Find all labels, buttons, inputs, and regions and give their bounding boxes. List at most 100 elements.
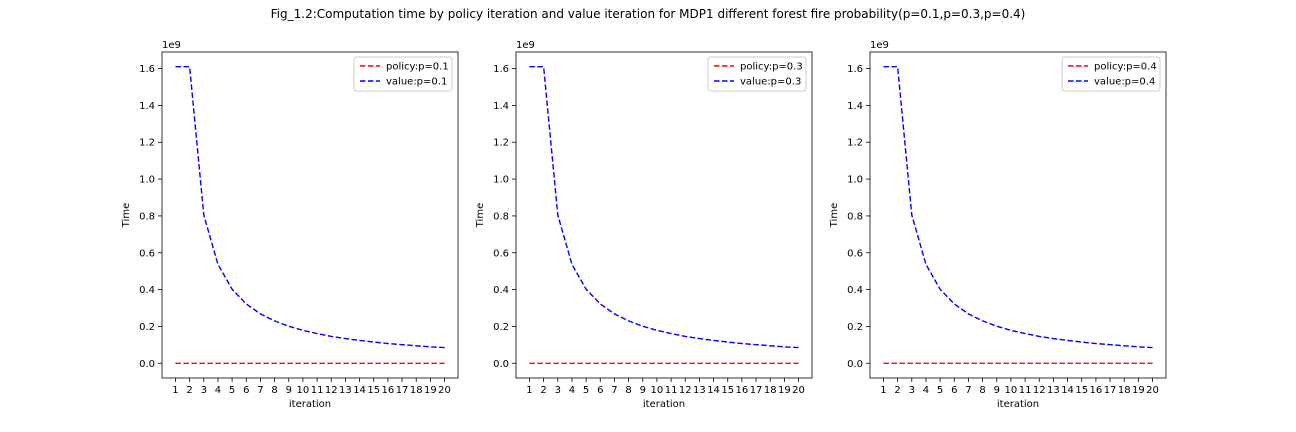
x-tick-label: 1 [526, 385, 532, 396]
x-tick-label: 15 [367, 385, 380, 396]
y-tick-label: 0.6 [139, 248, 155, 259]
y-tick-label: 0.8 [493, 211, 509, 222]
y-tick-label: 1.0 [139, 175, 155, 186]
x-tick-label: 14 [1061, 385, 1074, 396]
y-tick-label: 1.2 [847, 138, 863, 149]
y-tick-label: 0.4 [847, 285, 863, 296]
x-tick-label: 6 [951, 385, 957, 396]
y-tick-label: 0.8 [139, 211, 155, 222]
x-tick-label: 11 [1019, 385, 1032, 396]
y-axis-label: Time [475, 203, 486, 228]
y-tick-label: 0.0 [847, 359, 863, 370]
x-tick-label: 11 [311, 385, 324, 396]
y-tick-label: 0.2 [493, 322, 509, 333]
subplot-1: 0.00.20.40.60.81.01.21.41.61 2 3 4 5 6 7 8 9 10 11… [121, 40, 459, 410]
value-series-line [883, 66, 1153, 349]
x-tick-label: 11 [665, 385, 678, 396]
x-tick-label: 3 [201, 385, 207, 396]
x-tick-label: 2 [540, 385, 546, 396]
x-tick-label: 7 [257, 385, 263, 396]
y-tick-label: 1.4 [139, 101, 155, 112]
y-tick-label: 1.2 [139, 138, 155, 149]
legend-label: value:p=0.3 [740, 77, 801, 88]
x-tick-label: 19 [778, 385, 791, 396]
axes-frame [869, 51, 1167, 379]
x-tick-label: 8 [979, 385, 985, 396]
legend: policy:p=0.3 value:p=0.3 [707, 56, 807, 92]
y-offset-label: 1e9 [516, 40, 535, 51]
legend: policy:p=0.4 value:p=0.4 [1061, 56, 1161, 92]
x-tick-label: 9 [286, 385, 292, 396]
x-tick-label: 19 [424, 385, 437, 396]
y-tick-label: 1.6 [847, 64, 863, 75]
x-tick-label: 14 [707, 385, 720, 396]
x-tick-label: 2 [894, 385, 900, 396]
y-tick-label: 0.6 [847, 248, 863, 259]
x-tick-label: 15 [721, 385, 734, 396]
y-tick-label: 0.0 [493, 359, 509, 370]
x-tick-label: 17 [396, 385, 409, 396]
y-offset-label: 1e9 [162, 40, 181, 51]
x-tick-label: 8 [271, 385, 277, 396]
x-tick-label: 7 [965, 385, 971, 396]
x-tick-label: 17 [1104, 385, 1117, 396]
x-tick-label: 20 [1146, 385, 1159, 396]
y-tick-label: 0.8 [847, 211, 863, 222]
y-tick-label: 0.0 [139, 359, 155, 370]
y-axis-label: Time [121, 203, 132, 228]
x-tick-label: 16 [1090, 385, 1103, 396]
x-tick-label: 14 [353, 385, 366, 396]
x-tick-label: 13 [693, 385, 706, 396]
x-tick-label: 4 [569, 385, 575, 396]
axes-frame [515, 51, 813, 379]
x-tick-label: 19 [1132, 385, 1145, 396]
x-tick-label: 6 [243, 385, 249, 396]
x-axis-label: iteration [643, 399, 685, 410]
x-tick-label: 3 [555, 385, 561, 396]
y-tick-label: 1.2 [493, 138, 509, 149]
y-tick-label: 0.2 [139, 322, 155, 333]
x-tick-label: 5 [229, 385, 235, 396]
x-tick-label: 10 [651, 385, 664, 396]
x-tick-label: 4 [215, 385, 221, 396]
subplot-2: 0.00.20.40.60.81.01.21.41.61 2 3 4 5 6 7 8 9 10 11… [475, 40, 813, 410]
x-tick-label: 18 [1118, 385, 1131, 396]
x-tick-label: 1 [880, 385, 886, 396]
legend-label: policy:p=0.4 [1094, 62, 1157, 73]
y-tick-label: 0.6 [493, 248, 509, 259]
x-tick-label: 4 [923, 385, 929, 396]
y-tick-label: 0.4 [139, 285, 155, 296]
subplot-3: 0.00.20.40.60.81.01.21.41.61 2 3 4 5 6 7 8 9 10 11… [829, 40, 1167, 410]
x-tick-label: 17 [750, 385, 763, 396]
x-tick-label: 6 [597, 385, 603, 396]
x-tick-label: 16 [382, 385, 395, 396]
y-tick-label: 1.0 [493, 175, 509, 186]
x-tick-label: 12 [325, 385, 338, 396]
x-tick-label: 7 [611, 385, 617, 396]
x-tick-label: 9 [640, 385, 646, 396]
y-tick-label: 1.4 [847, 101, 863, 112]
legend-label: value:p=0.4 [1094, 77, 1155, 88]
value-series-line [529, 66, 799, 349]
y-tick-label: 1.6 [139, 64, 155, 75]
x-tick-label: 13 [1047, 385, 1060, 396]
x-tick-label: 16 [736, 385, 749, 396]
x-tick-label: 1 [172, 385, 178, 396]
x-tick-label: 10 [297, 385, 310, 396]
x-tick-label: 9 [994, 385, 1000, 396]
x-tick-label: 20 [438, 385, 451, 396]
x-tick-label: 18 [410, 385, 423, 396]
y-offset-label: 1e9 [870, 40, 889, 51]
y-tick-label: 1.0 [847, 175, 863, 186]
x-tick-label: 20 [792, 385, 805, 396]
x-tick-label: 12 [1033, 385, 1046, 396]
x-tick-label: 8 [625, 385, 631, 396]
legend-label: policy:p=0.3 [740, 62, 803, 73]
x-tick-label: 13 [339, 385, 352, 396]
x-tick-label: 18 [764, 385, 777, 396]
x-tick-label: 12 [679, 385, 692, 396]
x-tick-label: 15 [1075, 385, 1088, 396]
value-series-line [175, 66, 445, 349]
y-axis-label: Time [829, 203, 840, 228]
